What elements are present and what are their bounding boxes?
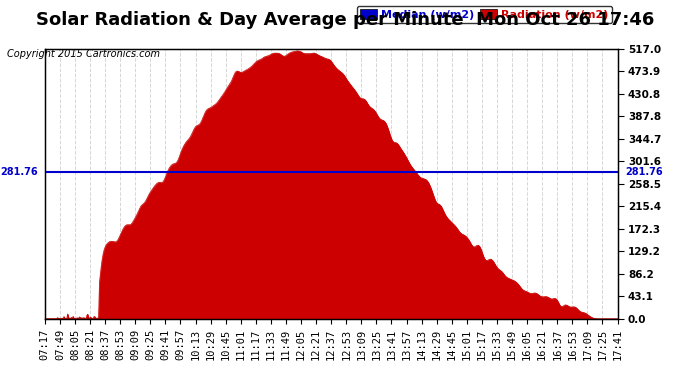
Text: 281.76: 281.76	[0, 166, 37, 177]
Text: Solar Radiation & Day Average per Minute  Mon Oct 26 17:46: Solar Radiation & Day Average per Minute…	[36, 11, 654, 29]
Legend: Median (w/m2), Radiation (w/m2): Median (w/m2), Radiation (w/m2)	[357, 6, 612, 23]
Text: Copyright 2015 Cartronics.com: Copyright 2015 Cartronics.com	[7, 49, 160, 59]
Text: 281.76: 281.76	[626, 166, 663, 177]
